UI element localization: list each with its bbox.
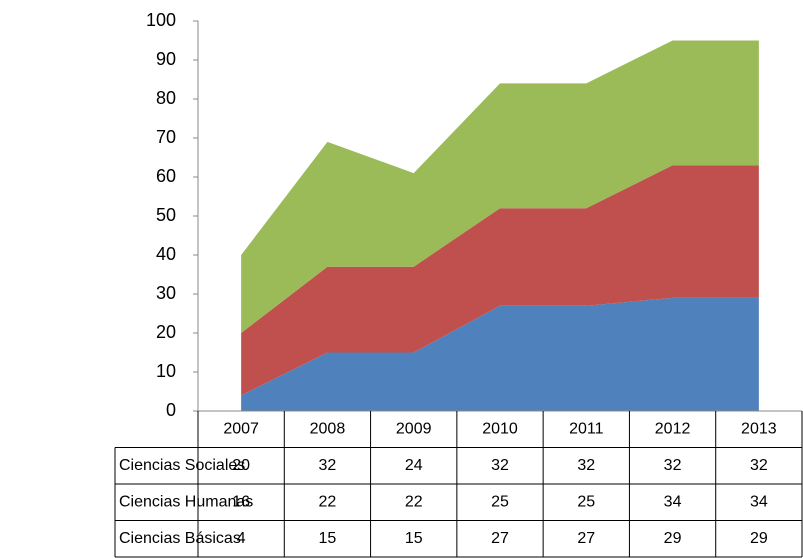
y-tick-label: 50	[156, 205, 176, 225]
y-tick-label: 10	[156, 361, 176, 381]
x-tick-label: 2012	[655, 420, 691, 437]
x-tick-label: 2010	[482, 420, 518, 437]
y-tick-label: 30	[156, 283, 176, 303]
table-value: 29	[750, 530, 768, 547]
table-value: 22	[405, 493, 423, 510]
table-value: 32	[750, 457, 768, 474]
table-value: 22	[319, 493, 337, 510]
y-tick-label: 60	[156, 166, 176, 186]
legend-label: Ciencias Sociales	[119, 457, 245, 474]
y-tick-label: 20	[156, 322, 176, 342]
table-value: 34	[750, 493, 768, 510]
area	[241, 297, 759, 411]
x-tick-label: 2008	[310, 420, 346, 437]
y-tick-label: 0	[166, 400, 176, 420]
x-tick-label: 2007	[223, 420, 259, 437]
table-value: 27	[577, 530, 595, 547]
x-tick-label: 2011	[569, 420, 604, 437]
table-value: 15	[319, 530, 337, 547]
y-tick-label: 70	[156, 127, 176, 147]
table-value: 25	[577, 493, 595, 510]
table-value: 24	[405, 457, 423, 474]
table-value: 32	[664, 457, 682, 474]
y-tick-label: 90	[156, 49, 176, 69]
legend-label: Ciencias Básicas	[119, 530, 241, 547]
y-tick-label: 80	[156, 88, 176, 108]
area	[241, 40, 759, 333]
table-value: 16	[232, 493, 250, 510]
table-value: 32	[319, 457, 337, 474]
area	[241, 165, 759, 396]
table-value: 4	[237, 530, 246, 547]
x-tick-label: 2009	[396, 420, 432, 437]
legend-label: Ciencias Humanas	[119, 493, 253, 510]
y-tick-label: 100	[146, 10, 176, 30]
table-value: 27	[491, 530, 509, 547]
y-tick-label: 40	[156, 244, 176, 264]
table-value: 25	[491, 493, 509, 510]
table-value: 20	[232, 457, 250, 474]
table-value: 29	[664, 530, 682, 547]
x-tick-label: 2013	[741, 420, 777, 437]
table-value: 15	[405, 530, 423, 547]
table-value: 32	[491, 457, 509, 474]
table-value: 32	[577, 457, 595, 474]
table-value: 34	[664, 493, 682, 510]
